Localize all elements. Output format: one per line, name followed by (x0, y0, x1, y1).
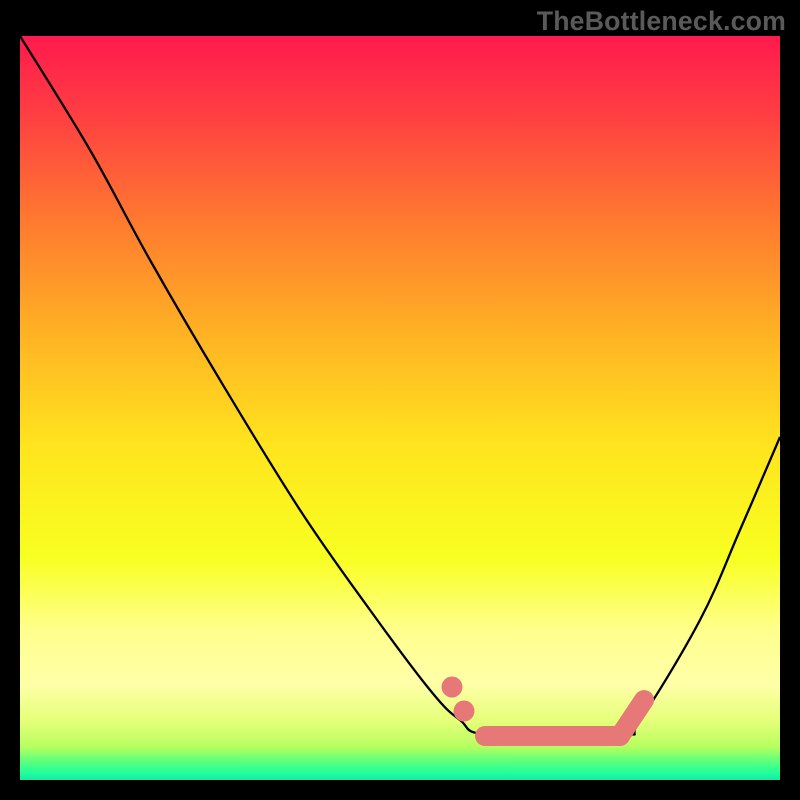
bottleneck-chart (0, 0, 800, 800)
band-dot (454, 701, 475, 722)
band-dot (442, 677, 463, 698)
plot-background-gradient (20, 36, 780, 780)
watermark-text: TheBottleneck.com (537, 6, 786, 37)
chart-frame: TheBottleneck.com (0, 0, 800, 800)
